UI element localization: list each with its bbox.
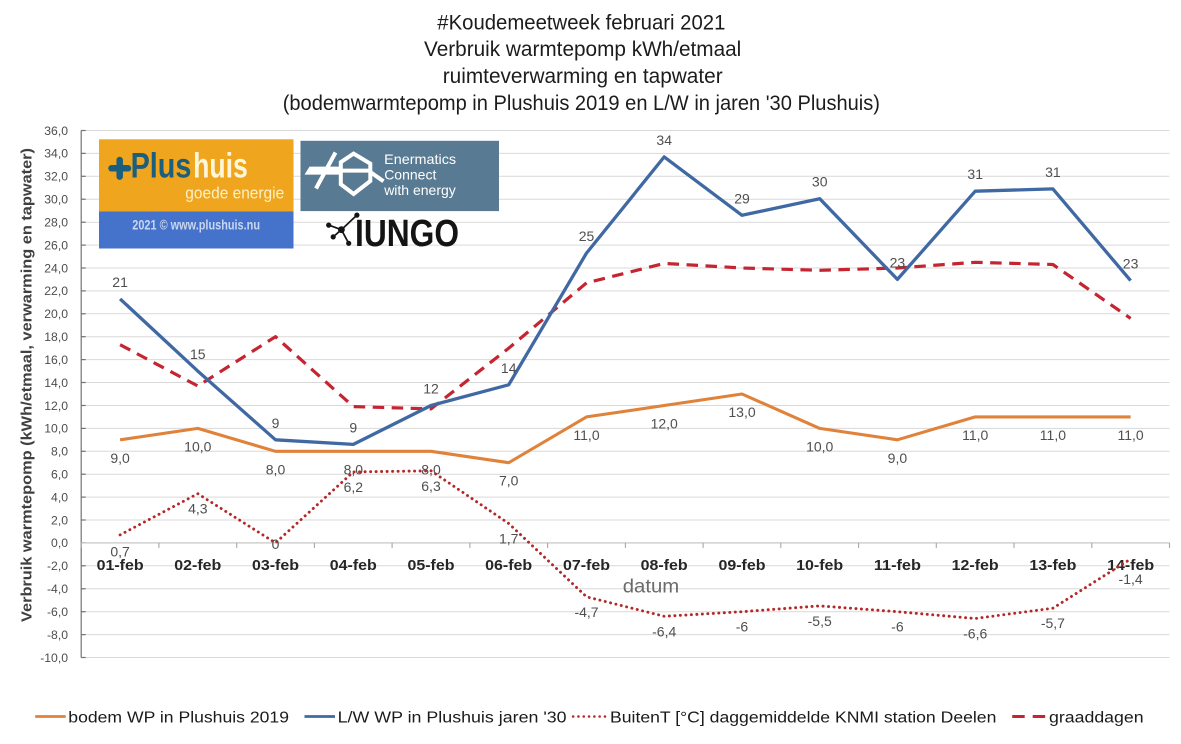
svg-text:05-feb: 05-feb (408, 558, 455, 574)
svg-text:-8,0: -8,0 (47, 628, 68, 642)
svg-text:2,0: 2,0 (51, 513, 68, 527)
svg-text:-5,5: -5,5 (808, 613, 832, 629)
svg-text:-6,0: -6,0 (47, 605, 68, 619)
svg-text:1,7: 1,7 (499, 531, 519, 547)
svg-text:goede energie: goede energie (185, 184, 284, 203)
svg-text:ruimteverwarming en tapwater: ruimteverwarming en tapwater (443, 65, 723, 88)
svg-text:24,0: 24,0 (44, 261, 68, 275)
svg-text:11,0: 11,0 (1117, 427, 1143, 443)
svg-text:(bodemwarmtepomp in Plushuis 2: (bodemwarmtepomp in Plushuis 2019 en L/W… (283, 92, 880, 115)
svg-text:0,0: 0,0 (51, 536, 68, 550)
svg-text:-4,0: -4,0 (47, 582, 68, 596)
svg-text:6,0: 6,0 (51, 468, 68, 482)
svg-text:#Koudemeetweek februari 2021: #Koudemeetweek februari 2021 (437, 11, 725, 34)
svg-text:07-feb: 07-feb (563, 558, 610, 574)
svg-text:4,0: 4,0 (51, 490, 68, 504)
svg-text:Verbruik warmtepomp (kWh/etmaa: Verbruik warmtepomp (kWh/etmaal, verwarm… (20, 148, 36, 622)
svg-text:15: 15 (190, 346, 206, 362)
svg-text:-1,4: -1,4 (1119, 571, 1143, 587)
svg-text:26,0: 26,0 (44, 238, 68, 252)
svg-text:20,0: 20,0 (44, 307, 68, 321)
svg-text:30: 30 (812, 174, 828, 190)
svg-text:01-feb: 01-feb (97, 558, 144, 574)
svg-text:25: 25 (579, 228, 595, 244)
svg-text:10-feb: 10-feb (796, 558, 843, 574)
svg-text:23: 23 (890, 254, 906, 270)
svg-text:9: 9 (272, 415, 280, 431)
svg-text:30,0: 30,0 (44, 193, 68, 207)
svg-text:34,0: 34,0 (44, 147, 68, 161)
svg-text:29: 29 (734, 190, 750, 206)
svg-text:0: 0 (272, 536, 280, 552)
svg-text:Verbruik warmtepomp kWh/etmaal: Verbruik warmtepomp kWh/etmaal (424, 38, 741, 61)
svg-text:7,0: 7,0 (499, 473, 519, 489)
svg-text:11,0: 11,0 (573, 427, 599, 443)
svg-text:10,0: 10,0 (44, 422, 68, 436)
svg-text:12: 12 (423, 381, 439, 397)
svg-text:06-feb: 06-feb (485, 558, 532, 574)
svg-text:23: 23 (1123, 256, 1139, 272)
svg-text:Connect: Connect (384, 167, 436, 183)
svg-text:10,0: 10,0 (184, 438, 211, 454)
svg-text:-6,4: -6,4 (652, 623, 676, 639)
svg-text:2021 © www.plushuis.nu: 2021 © www.plushuis.nu (132, 217, 260, 233)
svg-text:09-feb: 09-feb (719, 558, 766, 574)
svg-text:bodem WP in Plushuis 2019: bodem WP in Plushuis 2019 (68, 709, 289, 726)
svg-text:22,0: 22,0 (44, 284, 68, 298)
svg-text:14-feb: 14-feb (1107, 558, 1154, 574)
svg-text:6,2: 6,2 (344, 479, 364, 495)
svg-text:-6,6: -6,6 (963, 626, 987, 642)
svg-text:32,0: 32,0 (44, 170, 68, 184)
svg-text:10,0: 10,0 (806, 438, 833, 454)
svg-text:21: 21 (112, 274, 128, 290)
svg-text:BuitenT [°C] daggemiddelde KNM: BuitenT [°C] daggemiddelde KNMI station … (610, 709, 996, 726)
svg-text:9,0: 9,0 (888, 450, 908, 466)
svg-text:12,0: 12,0 (44, 399, 68, 413)
svg-text:-5,7: -5,7 (1041, 615, 1065, 631)
svg-text:Enermatics: Enermatics (384, 151, 456, 167)
svg-text:08-feb: 08-feb (641, 558, 688, 574)
svg-text:huis: huis (193, 147, 248, 186)
svg-text:11,0: 11,0 (962, 427, 988, 443)
svg-text:12-feb: 12-feb (952, 558, 999, 574)
svg-text:4,3: 4,3 (188, 501, 208, 517)
svg-text:Plus: Plus (131, 147, 192, 186)
svg-text:-4,7: -4,7 (574, 604, 598, 620)
svg-text:8,0: 8,0 (51, 445, 68, 459)
svg-text:-6: -6 (891, 619, 904, 635)
svg-text:-6: -6 (736, 619, 749, 635)
svg-text:8,0: 8,0 (266, 461, 286, 477)
svg-text:with energy: with energy (383, 182, 456, 198)
svg-text:03-feb: 03-feb (252, 558, 299, 574)
svg-text:02-feb: 02-feb (174, 558, 221, 574)
svg-text:datum: datum (623, 577, 680, 598)
svg-text:13,0: 13,0 (728, 404, 755, 420)
svg-text:11-feb: 11-feb (874, 558, 921, 574)
svg-text:13-feb: 13-feb (1029, 558, 1076, 574)
svg-text:31: 31 (967, 166, 983, 182)
svg-text:34: 34 (656, 132, 672, 148)
svg-text:6,3: 6,3 (421, 478, 441, 494)
svg-text:-2,0: -2,0 (47, 559, 68, 573)
svg-text:IUNGO: IUNGO (355, 213, 459, 255)
svg-text:L/W WP in Plushuis jaren '30: L/W WP in Plushuis jaren '30 (338, 709, 567, 726)
svg-text:14,0: 14,0 (44, 376, 68, 390)
svg-text:8,0: 8,0 (344, 461, 364, 477)
svg-text:11,0: 11,0 (1040, 427, 1066, 443)
svg-text:16,0: 16,0 (44, 353, 68, 367)
svg-text:28,0: 28,0 (44, 216, 68, 230)
svg-text:04-feb: 04-feb (330, 558, 377, 574)
svg-text:18,0: 18,0 (44, 330, 68, 344)
svg-text:-10,0: -10,0 (40, 651, 68, 665)
svg-text:12,0: 12,0 (651, 416, 678, 432)
svg-text:0,7: 0,7 (110, 543, 130, 559)
svg-text:8,0: 8,0 (421, 461, 441, 477)
svg-text:graaddagen: graaddagen (1049, 709, 1144, 726)
svg-text:9: 9 (349, 419, 357, 435)
svg-text:36,0: 36,0 (44, 124, 68, 138)
svg-text:31: 31 (1045, 164, 1061, 180)
svg-text:9,0: 9,0 (110, 450, 130, 466)
svg-text:14: 14 (501, 360, 517, 376)
